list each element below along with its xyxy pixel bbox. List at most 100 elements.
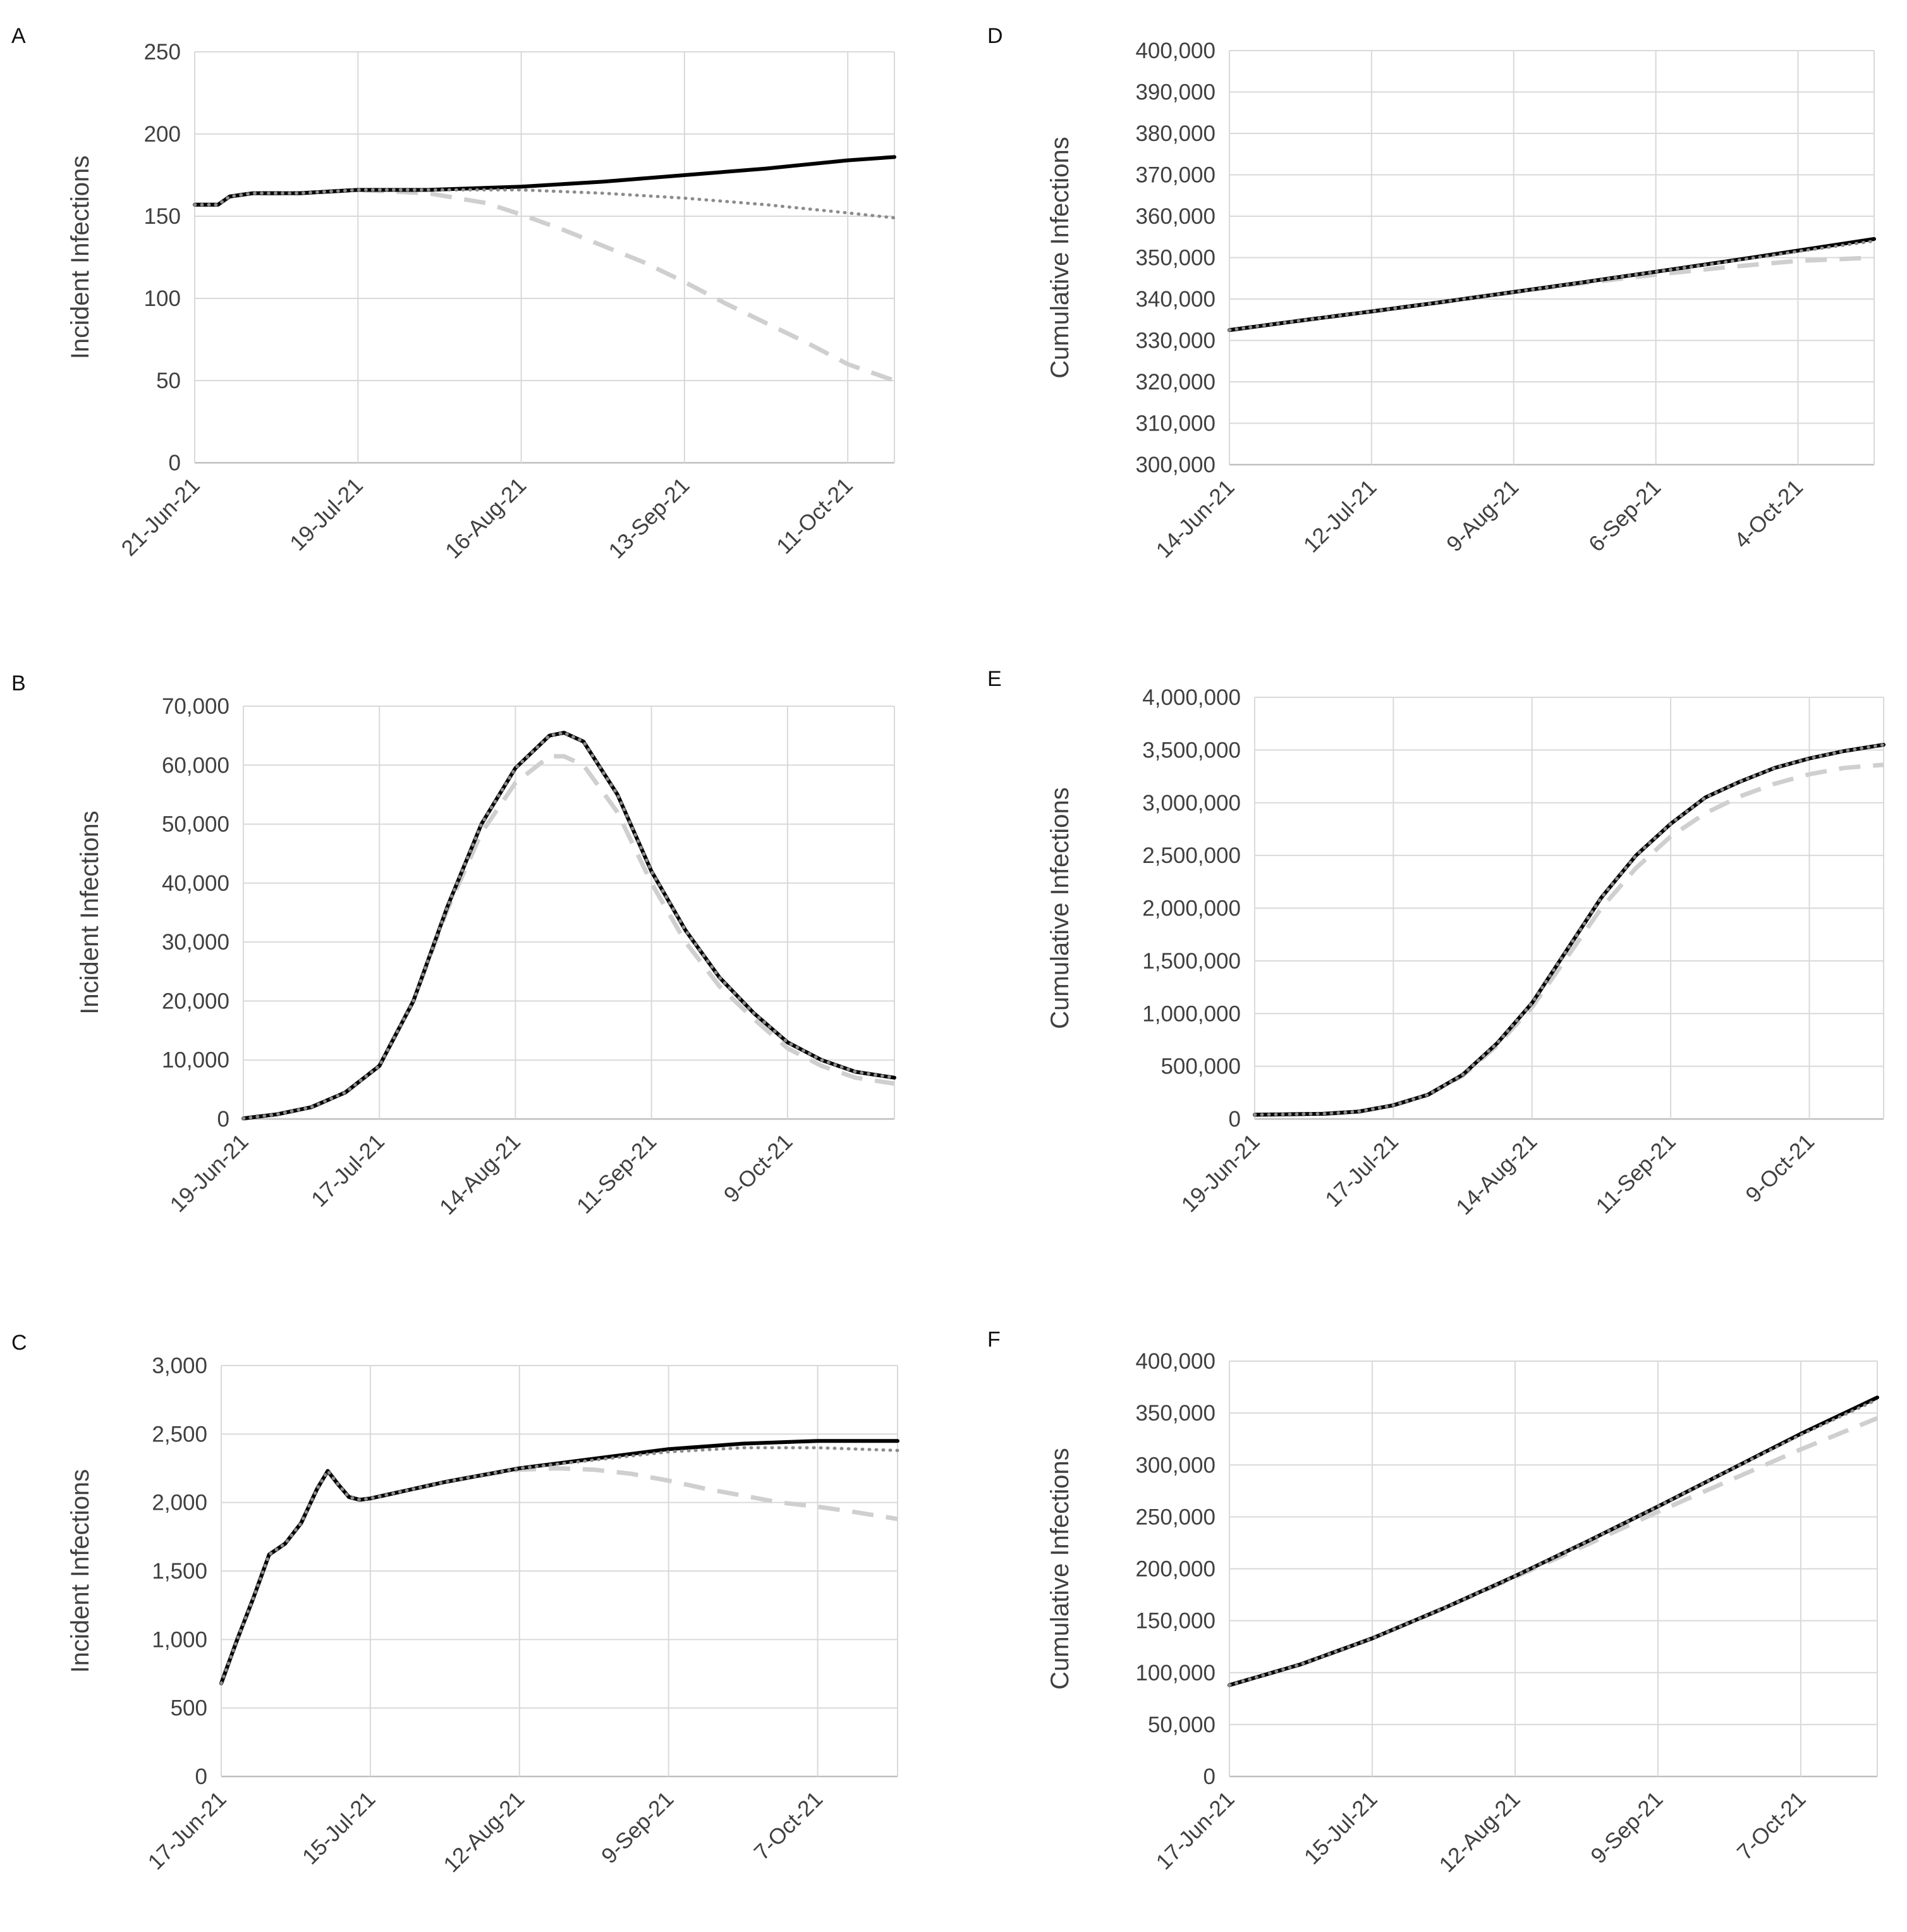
y-tick-label: 310,000 — [1135, 412, 1215, 436]
y-tick-label: 10,000 — [162, 1048, 229, 1073]
y-tick-label: 50 — [156, 369, 181, 393]
panel-b: B 0 10,000 20,000 30,000 40,000 50,000 60,000 70… — [11, 671, 896, 1220]
series-line-solid — [1253, 743, 1886, 1117]
x-tick-label: 17-Jul-21 — [307, 1129, 389, 1212]
y-tick-label: 4,000,000 — [1142, 685, 1241, 710]
x-tick-label: 19-Jun-21 — [166, 1129, 253, 1217]
x-tick-label: 12-Aug-21 — [439, 1787, 529, 1877]
y-tick-label: 0 — [169, 451, 181, 475]
panel-c: C 0 500 1,000 1,500 2,000 2,500 3,000 17-Jun-21 1… — [11, 1331, 899, 1877]
series-line-solid — [1228, 1395, 1879, 1687]
x-tick-label: 9-Sep-21 — [597, 1787, 678, 1868]
series-line-dashed — [1229, 1416, 1879, 1687]
y-tick-label: 330,000 — [1135, 329, 1215, 353]
x-tick-label: 6-Sep-21 — [1584, 475, 1666, 556]
y-axis-label: Cumulative Infections — [1046, 137, 1074, 378]
y-tick-label: 20,000 — [162, 989, 229, 1013]
panel-letter: D — [987, 24, 1003, 48]
y-tick-label: 30,000 — [162, 930, 229, 955]
y-tick-label: 200,000 — [1135, 1557, 1215, 1582]
y-tick-label: 380,000 — [1135, 121, 1215, 146]
series-line-dotted — [1253, 743, 1886, 1116]
y-tick-label: 3,000 — [152, 1354, 207, 1378]
y-tick-label: 3,500,000 — [1142, 738, 1241, 762]
x-tick-label: 9-Aug-21 — [1442, 475, 1523, 556]
x-tick-label: 9-Oct-21 — [1741, 1129, 1819, 1208]
y-tick-label: 250 — [144, 40, 181, 64]
y-tick-label: 360,000 — [1135, 204, 1215, 229]
y-tick-label: 320,000 — [1135, 370, 1215, 394]
x-tick-label: 17-Jun-21 — [143, 1787, 231, 1874]
y-tick-label: 40,000 — [162, 871, 229, 896]
y-tick-label: 350,000 — [1135, 1401, 1215, 1426]
y-axis-label: Incident Infections — [76, 810, 104, 1014]
y-axis-label: Cumulative Infections — [1046, 787, 1074, 1029]
panel-letter: B — [11, 671, 26, 695]
y-tick-label: 50,000 — [1148, 1713, 1215, 1737]
series-line-dashed — [1254, 762, 1884, 1117]
panel-letter: C — [11, 1331, 27, 1355]
panel-letter: A — [11, 24, 26, 48]
x-tick-label: 12-Aug-21 — [1434, 1787, 1525, 1877]
series-line-solid — [219, 1439, 899, 1685]
y-tick-label: 500 — [171, 1696, 207, 1721]
y-tick-label: 0 — [1229, 1107, 1241, 1132]
y-tick-label: 0 — [217, 1107, 229, 1132]
y-tick-label: 370,000 — [1135, 163, 1215, 188]
y-tick-label: 250,000 — [1135, 1505, 1215, 1529]
x-tick-label: 12-Jul-21 — [1299, 475, 1382, 558]
y-tick-label: 150,000 — [1135, 1609, 1215, 1634]
y-tick-label: 2,500,000 — [1142, 843, 1241, 868]
y-tick-label: 150 — [144, 204, 181, 229]
y-tick-label: 1,000,000 — [1142, 1001, 1241, 1026]
y-tick-label: 300,000 — [1135, 453, 1215, 477]
x-tick-label: 13-Sep-21 — [604, 473, 694, 563]
panel-e: E 0 500,000 1,000,000 1,500,000 2,000,000 2,50… — [987, 667, 1886, 1220]
panel-f: F 0 50,000 100,000 150,000 200,000 250,000 300,… — [987, 1328, 1879, 1877]
y-tick-label: 390,000 — [1135, 80, 1215, 105]
x-tick-label: 11-Sep-21 — [572, 1129, 661, 1218]
y-axis-label: Incident Infections — [66, 156, 94, 359]
x-tick-label: 7-Oct-21 — [749, 1787, 827, 1865]
y-tick-label: 100,000 — [1135, 1661, 1215, 1685]
x-tick-label: 4-Oct-21 — [1729, 475, 1808, 553]
series-line-dashed — [1229, 255, 1875, 333]
x-tick-label: 16-Aug-21 — [441, 473, 531, 563]
x-tick-label: 14-Aug-21 — [435, 1129, 525, 1220]
y-tick-label: 50,000 — [162, 812, 229, 837]
y-tick-label: 1,500 — [152, 1559, 207, 1584]
series-line-solid — [1228, 237, 1876, 333]
y-tick-label: 400,000 — [1135, 39, 1215, 63]
panel-a: A 0 50 100 150 200 250 21-Jun-21 19-Jul-21 16-Aug… — [11, 24, 896, 563]
series-line-solid — [193, 155, 896, 207]
series-line-dashed — [243, 754, 895, 1121]
series-line-dotted — [241, 731, 896, 1120]
y-tick-label: 2,000,000 — [1142, 896, 1241, 921]
panel-letter: E — [987, 667, 1002, 691]
x-tick-label: 21-Jun-21 — [117, 473, 205, 561]
x-tick-label: 9-Oct-21 — [719, 1129, 798, 1208]
series-line-dotted — [1228, 1398, 1879, 1687]
y-tick-label: 1,500,000 — [1142, 949, 1241, 974]
x-tick-label: 14-Jun-21 — [1152, 475, 1240, 563]
y-axis-label: Cumulative Infections — [1046, 1448, 1074, 1689]
y-axis-label: Incident Infections — [66, 1469, 94, 1673]
series-line-dashed — [219, 1466, 898, 1684]
y-tick-label: 70,000 — [162, 694, 229, 719]
x-tick-label: 15-Jul-21 — [298, 1787, 381, 1869]
x-tick-label: 11-Sep-21 — [1591, 1129, 1680, 1218]
series-line-dotted — [193, 188, 896, 220]
x-tick-label: 17-Jul-21 — [1320, 1129, 1403, 1212]
y-tick-label: 200 — [144, 122, 181, 147]
x-tick-label: 11-Oct-21 — [772, 473, 858, 559]
y-tick-label: 1,000 — [152, 1627, 207, 1652]
y-tick-label: 0 — [1203, 1764, 1215, 1789]
x-tick-label: 15-Jul-21 — [1300, 1787, 1382, 1869]
panel-d: D 300,000 310,000 320,000 330,000 340,000 350,… — [987, 24, 1876, 563]
x-tick-label: 9-Sep-21 — [1586, 1787, 1667, 1868]
x-tick-label: 14-Aug-21 — [1451, 1129, 1542, 1220]
x-tick-label: 19-Jun-21 — [1177, 1129, 1265, 1217]
y-tick-label: 100 — [144, 286, 181, 311]
y-tick-label: 350,000 — [1135, 246, 1215, 271]
